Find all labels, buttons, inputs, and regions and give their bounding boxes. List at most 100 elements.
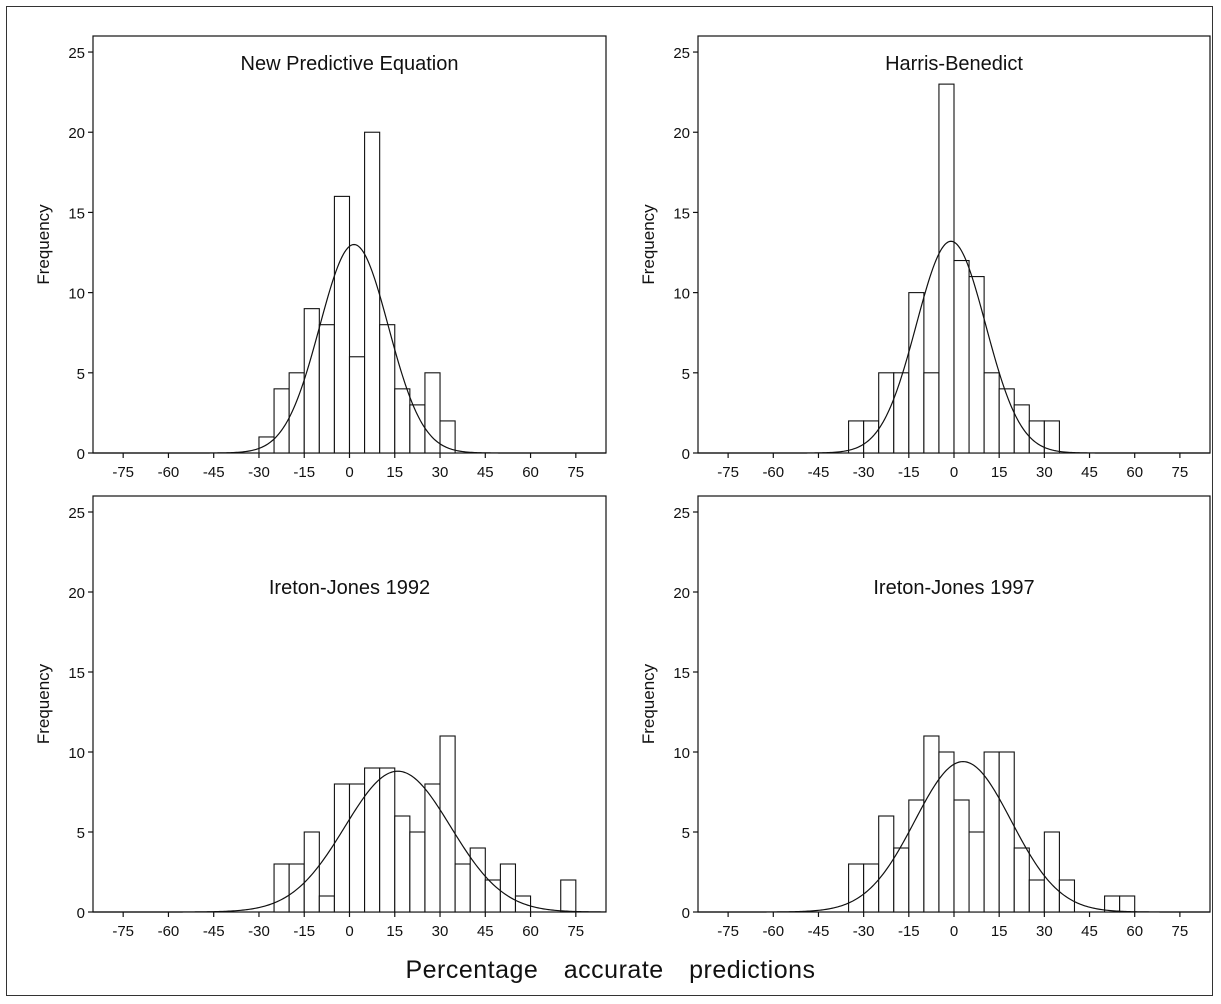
y-tick-label: 25 xyxy=(673,505,690,522)
y-tick-label: 15 xyxy=(673,205,690,222)
x-tick-label: 45 xyxy=(1081,464,1098,481)
panel-title: Ireton-Jones 1997 xyxy=(873,577,1034,599)
histogram-bar xyxy=(1013,404,1030,454)
x-tick-label: -75 xyxy=(717,464,739,481)
x-tick-label: 60 xyxy=(1126,464,1143,481)
y-tick-label: 0 xyxy=(682,446,690,463)
x-tick-label: 30 xyxy=(432,464,449,481)
x-tick-label: 30 xyxy=(1036,464,1053,481)
x-tick-label: 30 xyxy=(432,923,449,940)
histogram-bar xyxy=(968,276,985,454)
histogram-bar xyxy=(983,751,1000,913)
histogram-bar xyxy=(1013,847,1030,913)
normal-curve xyxy=(698,240,1210,454)
x-tick-label: -15 xyxy=(293,464,315,481)
x-tick-label: 0 xyxy=(950,923,958,940)
x-tick-label: 15 xyxy=(386,464,403,481)
histogram-bar xyxy=(469,847,486,913)
histogram-bar xyxy=(983,372,1000,454)
y-tick-label: 0 xyxy=(77,905,85,922)
histogram-bar xyxy=(908,292,925,454)
histogram-bar xyxy=(953,259,970,454)
y-tick-label: 25 xyxy=(673,45,690,62)
x-tick-label: -45 xyxy=(808,923,830,940)
x-tick-label: 60 xyxy=(1126,923,1143,940)
x-tick-label: -75 xyxy=(112,464,134,481)
histogram-bar xyxy=(288,863,305,913)
x-tick-label: -30 xyxy=(248,464,270,481)
x-tick-label: 45 xyxy=(1081,923,1098,940)
histogram-bar xyxy=(1104,895,1121,913)
figure-border xyxy=(6,6,1213,996)
x-tick-label: -15 xyxy=(898,923,920,940)
histogram-bar xyxy=(303,308,320,454)
histogram-bar xyxy=(893,372,910,454)
histogram-bar xyxy=(348,356,366,454)
histogram-bar xyxy=(953,799,970,913)
y-axis-label: Frequency xyxy=(34,663,53,744)
x-tick-label: -45 xyxy=(808,464,830,481)
y-tick-label: 10 xyxy=(68,745,85,762)
x-tick-label: 0 xyxy=(950,464,958,481)
histogram-bar xyxy=(938,83,955,454)
y-axis-label: Frequency xyxy=(639,204,658,285)
x-tick-label: -60 xyxy=(762,464,784,481)
chart-panel-1: 0 5 10 15 20 25 -75 -60 -45 -30 -15 0 15 30 45 60 75 New … xyxy=(34,35,607,481)
chart-panel-2: 0 5 10 15 20 25 -75 -60 -45 -30 -15 0 15 30 45 60 75 Harr… xyxy=(639,35,1211,481)
histogram-bar xyxy=(1043,420,1060,454)
histogram-bar xyxy=(878,372,895,454)
y-tick-label: 15 xyxy=(673,665,690,682)
y-tick-label: 15 xyxy=(68,665,85,682)
x-tick-label: -60 xyxy=(762,923,784,940)
chart-panel-3: 0 5 10 15 20 25 -75 -60 -45 -30 -15 0 15 30 45 60 75 Iret… xyxy=(34,495,607,940)
histogram-bar xyxy=(998,751,1015,913)
x-tick-label: 75 xyxy=(567,464,584,481)
x-tick-label: -45 xyxy=(203,464,225,481)
histogram-bar xyxy=(1028,420,1045,454)
x-tick-label: 0 xyxy=(345,923,353,940)
normal-curve xyxy=(698,760,1210,913)
histogram-bar xyxy=(409,831,426,913)
panel-title: New Predictive Equation xyxy=(241,53,459,75)
histogram-bar xyxy=(303,831,320,913)
histogram-bar xyxy=(1028,879,1045,913)
histogram-bar xyxy=(439,420,456,454)
histogram-bar xyxy=(439,735,456,913)
normal-curve xyxy=(93,770,607,913)
chart-panel-4: 0 5 10 15 20 25 -75 -60 -45 -30 -15 0 15 30 45 60 75 Iret… xyxy=(639,495,1211,940)
y-tick-label: 0 xyxy=(77,446,85,463)
y-tick-label: 25 xyxy=(68,45,85,62)
histogram-bar xyxy=(893,847,910,913)
histogram-bar xyxy=(1058,879,1076,913)
panel-title: Harris-Benedict xyxy=(885,53,1023,75)
histogram-bar xyxy=(499,863,517,913)
histogram-bar xyxy=(333,783,351,913)
histogram-bar xyxy=(424,372,441,454)
histogram-bar xyxy=(998,388,1015,454)
normal-curve xyxy=(93,243,606,454)
x-tick-label: 60 xyxy=(522,464,539,481)
x-tick-label: 60 xyxy=(522,923,539,940)
x-tick-label: 15 xyxy=(991,464,1008,481)
y-tick-label: 5 xyxy=(77,366,85,383)
x-tick-label: -60 xyxy=(158,464,180,481)
x-tick-label: 75 xyxy=(567,923,584,940)
y-tick-label: 25 xyxy=(68,505,85,522)
x-tick-label: -75 xyxy=(112,923,134,940)
x-tick-label: -30 xyxy=(853,923,875,940)
histogram-bar xyxy=(318,324,335,454)
histogram-bar xyxy=(379,324,396,454)
histogram-bar xyxy=(878,815,895,913)
histogram-bar xyxy=(364,131,381,454)
x-tick-label: -30 xyxy=(248,923,270,940)
x-tick-label: 75 xyxy=(1172,464,1189,481)
histogram-bar xyxy=(379,767,396,913)
y-axis-label: Frequency xyxy=(639,663,658,744)
y-tick-label: 0 xyxy=(682,905,690,922)
x-tick-label: -15 xyxy=(293,923,315,940)
histogram-bar xyxy=(454,863,471,913)
x-tick-label: -75 xyxy=(717,923,739,940)
x-tick-label: -30 xyxy=(853,464,875,481)
y-tick-label: 5 xyxy=(682,366,690,383)
